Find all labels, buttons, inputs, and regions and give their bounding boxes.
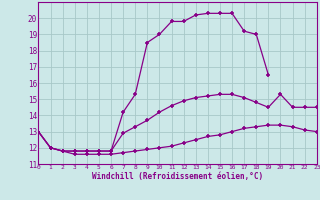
X-axis label: Windchill (Refroidissement éolien,°C): Windchill (Refroidissement éolien,°C) xyxy=(92,172,263,181)
